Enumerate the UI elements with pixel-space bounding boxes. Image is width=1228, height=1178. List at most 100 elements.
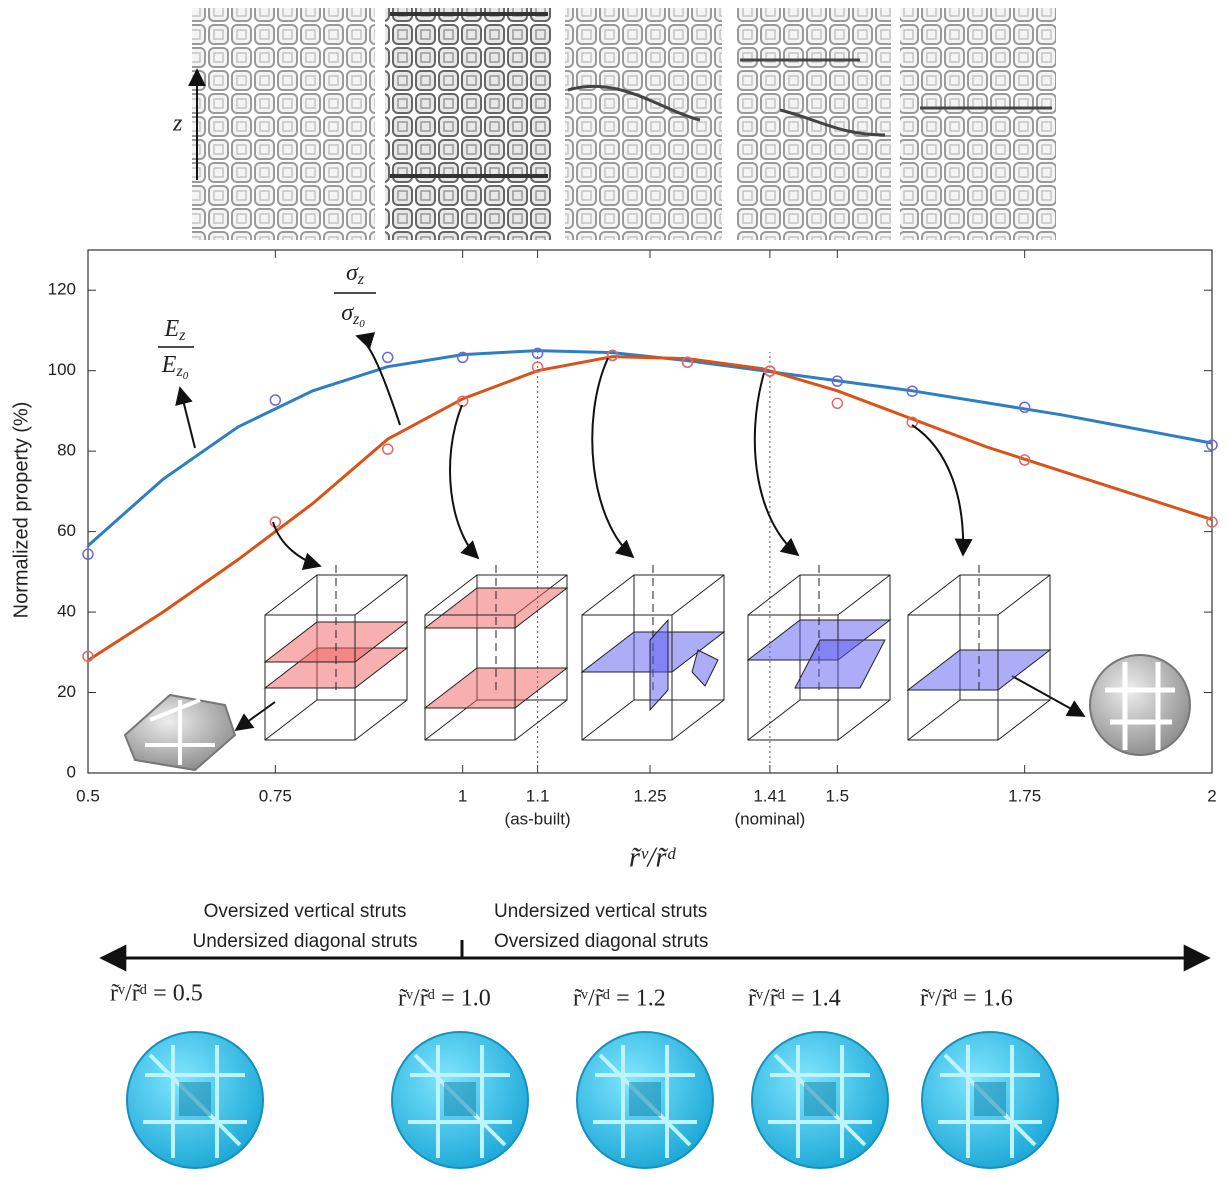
cube-front — [581, 614, 673, 741]
subscript: 0 — [183, 370, 189, 382]
ratio-label: r̃ᵛ/r̃ᵈ = 0.5 — [110, 981, 203, 1007]
lattice — [736, 8, 891, 240]
unit-cell-struts — [1105, 662, 1175, 750]
cube-edges — [581, 574, 725, 741]
ratio-label: r̃ᵛ/r̃ᵈ = 1.6 — [920, 986, 1013, 1012]
lattice — [900, 8, 1056, 240]
lattice — [385, 8, 551, 240]
unit-cell — [1089, 654, 1191, 756]
y-axis-label: Normalized property (%) — [10, 402, 32, 619]
data-point — [456, 351, 469, 364]
region-label: Oversized diagonal struts — [494, 931, 708, 952]
data-point — [82, 548, 94, 560]
data-point — [381, 351, 394, 364]
data-point — [1018, 454, 1031, 466]
cube-edges — [907, 574, 1051, 741]
fraction-denominator: Ez0 — [161, 352, 189, 382]
arrow — [355, 332, 401, 426]
x-tick-label: 2 — [1207, 786, 1216, 805]
z-label: z — [172, 111, 183, 137]
unit-cell-struts — [593, 1045, 697, 1158]
fracture-plane — [263, 621, 409, 663]
subscript: 0 — [359, 318, 365, 330]
unit-cell-holes — [179, 1082, 211, 1116]
data-point — [269, 394, 282, 406]
fit-curve — [87, 349, 1213, 547]
cube-edges — [264, 574, 408, 741]
cube-back — [959, 574, 1051, 701]
data-point — [764, 365, 776, 377]
arrow — [234, 701, 276, 732]
data-point — [531, 347, 544, 360]
fracture-plane — [794, 639, 886, 689]
data-point — [831, 397, 844, 410]
symbol: σ — [341, 300, 354, 326]
x-tick-label: 1.5 — [826, 786, 850, 805]
subscript: z — [178, 327, 186, 344]
unit-cells-gray — [123, 654, 1191, 772]
tick-note: (nominal) — [734, 809, 805, 828]
unit-cell-struts — [938, 1045, 1042, 1158]
y-tick-label: 40 — [57, 602, 76, 621]
symbol: σ — [346, 260, 359, 286]
arrow — [175, 386, 196, 449]
data-point — [269, 516, 282, 528]
y-tick-label: 80 — [57, 441, 76, 460]
symbol: E — [161, 352, 177, 378]
y-tick-label: 100 — [48, 360, 76, 379]
arrow — [911, 424, 973, 557]
subscript: z — [352, 311, 360, 328]
unit-cell-struts — [768, 1045, 872, 1158]
y-tick-label: 60 — [57, 521, 76, 540]
data-point — [681, 356, 694, 368]
arrow — [449, 404, 480, 560]
lattice — [565, 8, 722, 240]
unit-cell-struts — [145, 698, 215, 765]
cube-front — [424, 614, 516, 741]
fracture-band — [390, 12, 548, 178]
data-point — [82, 650, 94, 663]
x-tick-label: 0.5 — [76, 786, 100, 805]
unit-cell-struts — [408, 1045, 512, 1158]
fracture-plane — [691, 649, 719, 687]
arrows — [175, 332, 1086, 732]
x-tick-label: 1.75 — [1008, 786, 1041, 805]
x-tick-label: 1.1 — [526, 786, 550, 805]
data-point — [906, 416, 919, 428]
fracture-plane — [649, 618, 669, 712]
cube-insets — [263, 565, 1052, 741]
unit-cell-struts — [143, 1045, 247, 1158]
data-point — [831, 375, 844, 387]
unit-cell-holes — [444, 1082, 476, 1116]
y-tick-label: 20 — [57, 682, 76, 701]
data-point — [531, 361, 544, 373]
subscript: z — [357, 271, 365, 288]
unit-cell-holes — [629, 1082, 661, 1116]
lattice-panels: z — [172, 8, 1056, 240]
region-label: Oversized vertical struts — [204, 901, 407, 922]
ratio-label: r̃ᵛ/r̃ᵈ = 1.4 — [748, 986, 841, 1012]
region-label: Undersized diagonal struts — [193, 931, 418, 952]
unit-cells-cyan — [126, 1031, 1059, 1169]
fraction-numerator: σz — [346, 260, 365, 288]
unit-cell-holes — [804, 1082, 836, 1116]
fracture-band — [567, 58, 1052, 137]
cube-front — [907, 614, 999, 741]
y-tick-label: 120 — [48, 280, 76, 299]
x-tick-label: 1 — [458, 786, 467, 805]
x-tick-label: 0.75 — [259, 786, 292, 805]
data-point — [381, 443, 394, 455]
data-point — [606, 349, 619, 362]
fracture-plane — [746, 619, 892, 661]
x-axis-label: r̃ᵛ/r̃ᵈ — [629, 842, 676, 873]
fit-curve — [87, 355, 1213, 662]
cube-front — [264, 614, 356, 741]
ratio-label: r̃ᵛ/r̃ᵈ = 1.0 — [398, 986, 491, 1012]
data-point — [1206, 439, 1218, 451]
data-point — [456, 395, 469, 408]
arrow — [1011, 675, 1086, 717]
lattice — [192, 8, 375, 240]
arrow — [591, 357, 635, 559]
